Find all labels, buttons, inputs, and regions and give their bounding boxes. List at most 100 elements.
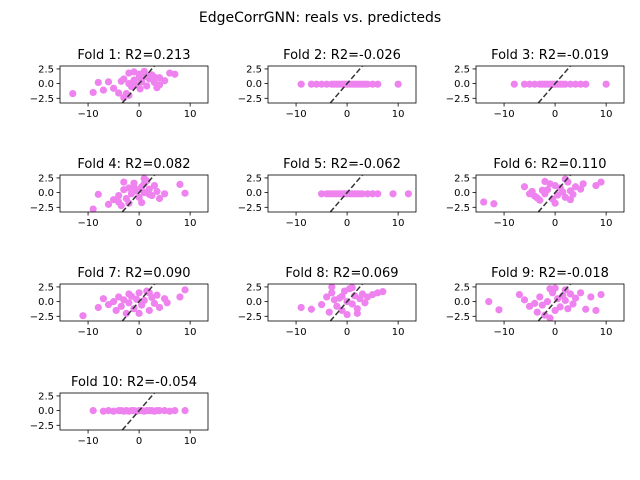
data-point — [143, 82, 151, 90]
data-point — [150, 181, 159, 190]
data-point — [571, 80, 580, 88]
y-tick-label: −2.5 — [446, 94, 470, 105]
data-point — [109, 84, 118, 92]
data-point — [328, 284, 336, 291]
y-tick-label: 2.5 — [246, 282, 262, 293]
data-point — [312, 80, 321, 88]
y-tick-label: 0.0 — [246, 79, 262, 90]
x-tick-label: −10 — [494, 327, 515, 338]
data-point — [153, 187, 161, 196]
data-point — [538, 301, 546, 309]
data-point — [125, 290, 133, 298]
identity-line — [329, 66, 363, 103]
data-point — [533, 308, 541, 316]
data-point — [317, 300, 326, 309]
axes-frame — [475, 65, 625, 104]
data-point — [145, 289, 153, 297]
identity-line — [121, 175, 155, 212]
data-point — [515, 290, 523, 299]
subplot-title: Fold 1: R2=0.213 — [77, 48, 190, 63]
data-point — [520, 296, 529, 304]
data-point — [135, 309, 143, 317]
y-tick-label: −2.5 — [238, 312, 262, 323]
data-point — [125, 299, 133, 307]
plot-area — [89, 175, 189, 212]
data-point — [363, 190, 372, 198]
subplot-2: Fold 2: R2=-0.026 −10 0 10 2.5 0.0 −2.5 — [238, 48, 417, 120]
axes-frame — [267, 174, 417, 213]
data-point — [541, 177, 549, 186]
data-point — [546, 314, 554, 321]
x-tick-label: −10 — [78, 436, 99, 447]
data-point — [404, 190, 412, 198]
y-tick-label: −2.5 — [30, 312, 54, 323]
data-point — [136, 85, 144, 93]
identity-line — [537, 175, 571, 212]
data-point — [338, 306, 346, 315]
subplot-title: Fold 7: R2=0.090 — [77, 266, 190, 281]
x-tick-label: 0 — [344, 109, 350, 120]
x-tick-label: 10 — [184, 436, 197, 447]
data-point — [577, 289, 585, 297]
x-tick-label: −10 — [286, 218, 307, 229]
y-tick-label: 0.0 — [38, 188, 54, 199]
subplot-title: Fold 9: R2=-0.018 — [491, 266, 609, 281]
data-point — [181, 407, 189, 415]
x-tick-label: −10 — [78, 327, 99, 338]
x-tick-label: 0 — [136, 218, 142, 229]
data-point — [115, 198, 123, 206]
data-point — [120, 75, 128, 83]
y-tick-label: 2.5 — [38, 391, 54, 402]
x-tick-label: −10 — [286, 327, 307, 338]
x-tick-label: 0 — [136, 327, 142, 338]
data-point — [571, 294, 580, 302]
x-tick-label: 10 — [600, 327, 613, 338]
subplot-title: Fold 3: R2=-0.019 — [491, 48, 609, 63]
data-point — [153, 291, 161, 299]
axes-frame — [59, 392, 209, 431]
data-point — [394, 80, 402, 88]
subplot-6: Fold 6: R2=0.110 −10 0 10 2.5 0.0 −2.5 — [446, 157, 625, 229]
y-tick-label: −2.5 — [30, 421, 54, 432]
data-point — [307, 305, 315, 313]
x-tick-label: −10 — [78, 109, 99, 120]
data-point — [317, 190, 326, 198]
data-point — [379, 288, 387, 296]
plot-area — [317, 175, 412, 212]
data-point — [94, 190, 102, 198]
plot-area — [297, 66, 402, 103]
identity-line — [537, 66, 571, 103]
data-point — [120, 178, 128, 186]
data-point — [89, 407, 97, 415]
data-point — [551, 306, 559, 315]
x-tick-label: 0 — [552, 327, 558, 338]
data-point — [587, 293, 595, 301]
data-point — [348, 284, 356, 292]
x-tick-label: 0 — [136, 109, 142, 120]
y-tick-label: 2.5 — [454, 173, 470, 184]
x-tick-label: −10 — [286, 109, 307, 120]
y-tick-label: −2.5 — [238, 203, 262, 214]
data-point — [389, 190, 397, 198]
data-point — [99, 86, 107, 94]
y-tick-label: 0.0 — [454, 297, 470, 308]
y-tick-label: −2.5 — [446, 203, 470, 214]
subplot-title: Fold 8: R2=0.069 — [285, 266, 398, 281]
data-point — [333, 302, 341, 310]
data-point — [569, 300, 577, 308]
subplot-title: Fold 4: R2=0.082 — [77, 157, 190, 172]
plot-area — [297, 284, 387, 321]
data-point — [104, 78, 113, 86]
plot-area — [485, 284, 605, 321]
data-point — [480, 198, 488, 206]
data-point — [536, 196, 544, 204]
data-point — [94, 303, 102, 312]
subplot-title: Fold 10: R2=-0.054 — [71, 375, 197, 390]
data-point — [577, 80, 585, 88]
data-point — [94, 78, 102, 87]
data-point — [181, 286, 189, 294]
data-point — [543, 298, 552, 306]
x-tick-label: 0 — [552, 109, 558, 120]
data-point — [323, 293, 331, 301]
data-point — [89, 205, 97, 212]
